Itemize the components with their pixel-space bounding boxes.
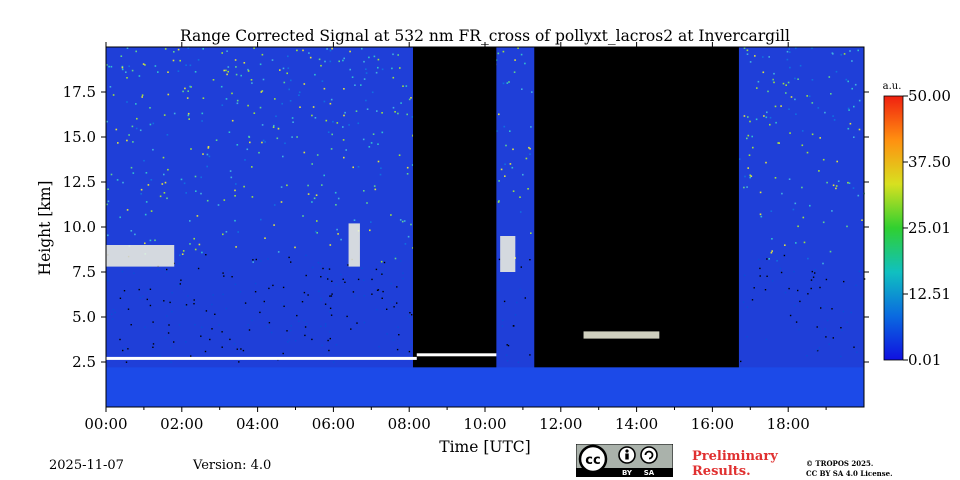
footer-date: 2025-11-07: [49, 458, 124, 473]
no-data-regions: [412, 47, 739, 368]
sa-label: SA: [644, 469, 655, 477]
x-axis-label: Time [UTC]: [439, 438, 530, 456]
y-axis: 2.5 5.0 7.5 10.0 12.5 15.0 17.5: [63, 83, 869, 371]
y-axis-label: Height [km]: [36, 181, 54, 276]
copyright-line-2: CC BY SA 4.0 License.: [806, 469, 893, 478]
x-tick-label: 14:00: [615, 415, 658, 433]
x-tick-label: 06:00: [312, 415, 355, 433]
layer-top: [416, 353, 497, 357]
plot-area: [105, 46, 866, 408]
colorbar-tick-label: 50.00: [908, 87, 951, 105]
aerosol-cloud-features: [106, 223, 864, 407]
layer-top: [106, 356, 417, 360]
x-tick-label: 02:00: [160, 415, 203, 433]
x-tick-label: 10:00: [463, 415, 506, 433]
y-tick-label: 12.5: [63, 173, 96, 191]
colorbar-tick-label: 12.51: [908, 285, 951, 303]
y-tick-label: 10.0: [63, 218, 96, 236]
no-data-region: [412, 47, 497, 368]
cloud-layer: [348, 223, 360, 267]
cloud-layer: [583, 331, 660, 339]
colorbar-tick-label: 25.01: [908, 219, 951, 237]
colorbar-gradient: [883, 95, 904, 361]
footer-version: Version: 4.0: [193, 458, 272, 473]
cloud-layer: [106, 245, 175, 267]
cc-license-badge: cc BY SA: [576, 444, 673, 477]
colorbar-ticks: 50.00 37.50 25.01 12.51 0.01: [903, 87, 951, 369]
cc-logo-text: cc: [585, 453, 600, 468]
sa-icon: [640, 446, 658, 464]
copyright-note: © TROPOS 2025. CC BY SA 4.0 License.: [806, 459, 893, 479]
y-tick-label: 5.0: [72, 308, 96, 326]
x-tick-label: 16:00: [691, 415, 734, 433]
x-tick-label: 04:00: [236, 415, 279, 433]
by-label: BY: [622, 469, 633, 477]
x-tick-label: 12:00: [539, 415, 582, 433]
x-tick-label: 00:00: [84, 415, 127, 433]
colorbar-tick-label: 0.01: [908, 351, 941, 369]
colorbar-tick-label: 37.50: [908, 153, 951, 171]
by-icon: [618, 446, 636, 464]
cloud-layer: [500, 236, 516, 272]
boundary-layer: [106, 367, 864, 407]
preliminary-line-2: Results.: [692, 464, 751, 479]
y-tick-label: 15.0: [63, 128, 96, 146]
y-tick-label: 2.5: [72, 353, 96, 371]
x-tick-label: 08:00: [388, 415, 431, 433]
colorbar-unit: a.u.: [883, 81, 902, 92]
x-tick-label: 18:00: [767, 415, 810, 433]
x-axis: 00:00 02:00 04:00 06:00 08:00 10:00 12:00 14:00…: [84, 42, 827, 433]
chart-title: Range Corrected Signal at 532 nm FR_cros…: [180, 27, 790, 45]
no-data-region: [534, 47, 739, 368]
y-tick-label: 17.5: [63, 83, 96, 101]
copyright-line-1: © TROPOS 2025.: [806, 459, 874, 468]
colorbar: a.u. 50.00 37.50 25.01 12.51 0.01: [883, 81, 951, 369]
preliminary-note: Preliminary Results.: [692, 449, 778, 479]
y-tick-label: 7.5: [72, 263, 96, 281]
preliminary-line-1: Preliminary: [692, 449, 778, 464]
